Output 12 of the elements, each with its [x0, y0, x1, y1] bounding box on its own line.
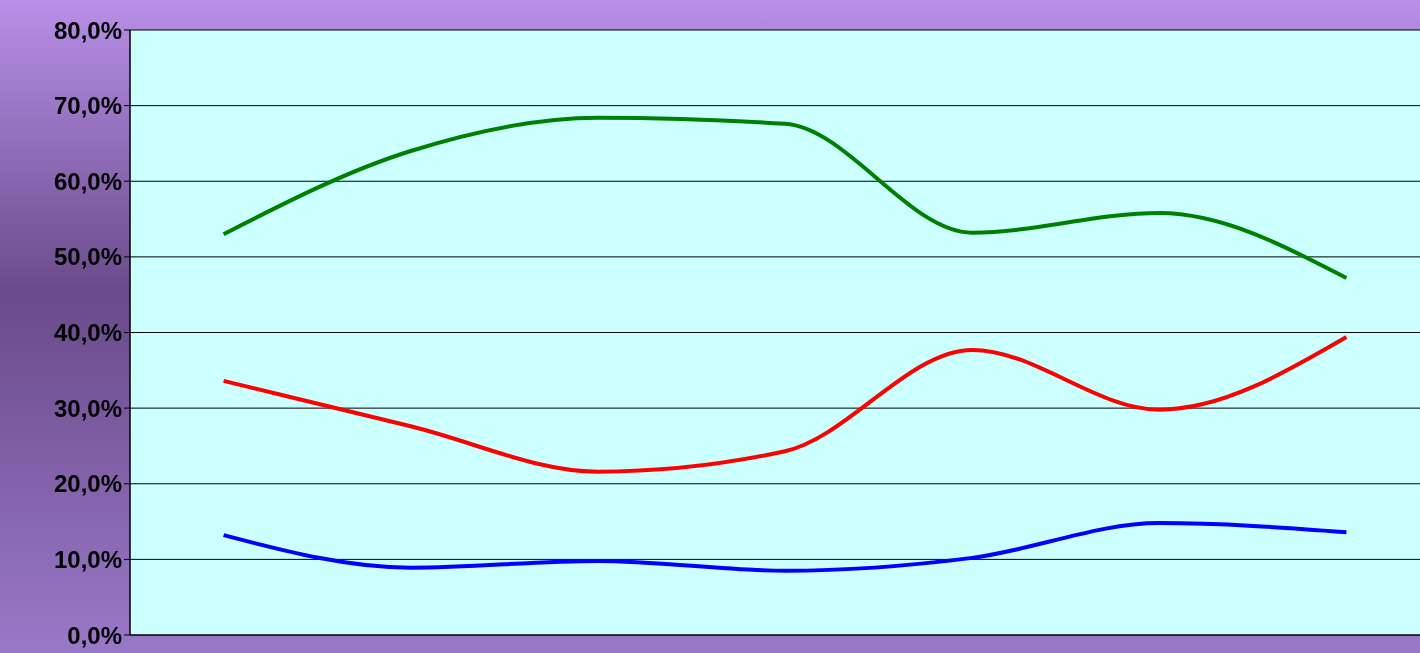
y-tick-label: 50,0% — [53, 243, 122, 271]
y-tick-label: 10,0% — [53, 545, 122, 573]
y-tick-label: 30,0% — [53, 394, 122, 422]
line-series — [221, 335, 1349, 474]
line-series — [221, 521, 1349, 573]
y-tick-label: 40,0% — [53, 319, 122, 347]
y-tick-label: 0,0% — [67, 621, 122, 649]
y-tick-label: 60,0% — [53, 167, 122, 195]
y-tick-label: 70,0% — [53, 92, 122, 120]
y-tick-label: 20,0% — [53, 470, 122, 498]
y-tick-label: 80,0% — [53, 16, 122, 44]
line-series — [221, 115, 1349, 281]
